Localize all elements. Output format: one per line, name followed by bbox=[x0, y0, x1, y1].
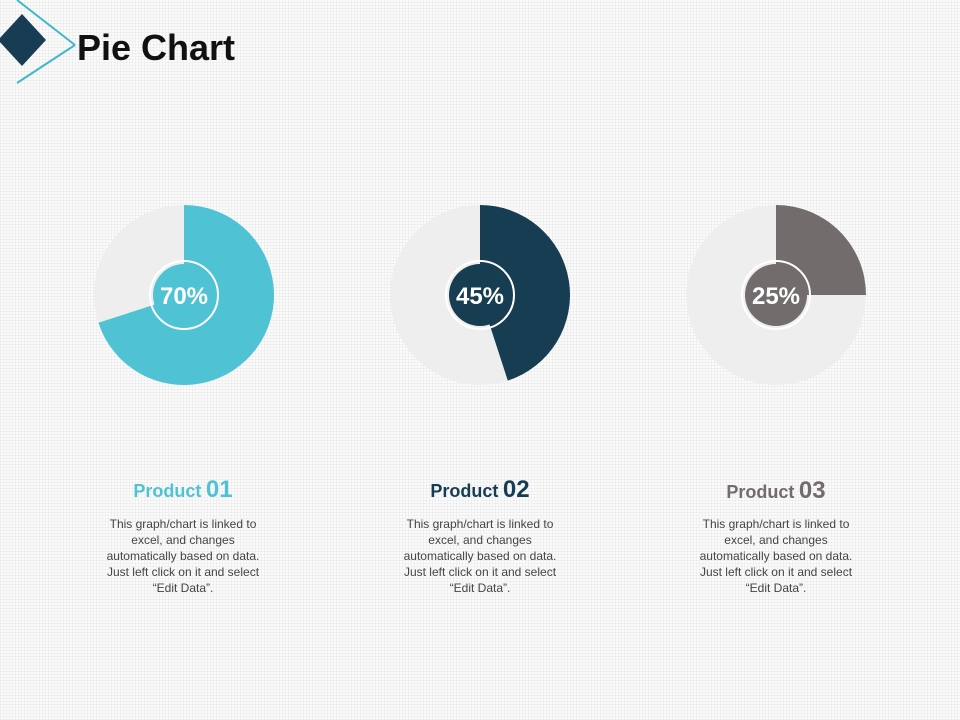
product-3-description: This graph/chart is linked to excel, and… bbox=[699, 517, 853, 595]
product-2-name: Product 02 bbox=[380, 476, 580, 504]
product-2-number: 02 bbox=[502, 476, 530, 503]
pie-3-center-ring bbox=[741, 260, 811, 330]
pie-3-value-slice bbox=[776, 205, 866, 295]
pie-2-center-ring bbox=[445, 260, 515, 330]
pie-2-value-slice bbox=[480, 205, 570, 381]
corner-diamond-icon bbox=[0, 0, 76, 84]
pie-2-percent-label: 45% bbox=[456, 283, 504, 310]
page-title: Pie Chart bbox=[77, 27, 236, 68]
product-1-name: Product 01 bbox=[83, 476, 283, 504]
pie-1-center-ring bbox=[149, 260, 219, 330]
pie-3-percent-label: 25% bbox=[752, 283, 800, 310]
product-3-number: 03 bbox=[798, 477, 826, 504]
product-3-prefix: Product bbox=[726, 482, 795, 502]
product-1-description: This graph/chart is linked to excel, and… bbox=[106, 517, 260, 595]
product-3-name: Product 03 bbox=[676, 477, 876, 505]
product-1-prefix: Product bbox=[133, 481, 202, 501]
pie-1-percent-label: 70% bbox=[160, 283, 208, 310]
pie-3-center-disc bbox=[745, 264, 807, 326]
pie-1-center-disc bbox=[153, 264, 215, 326]
product-2-description: This graph/chart is linked to excel, and… bbox=[403, 517, 557, 595]
pie-2-center-disc bbox=[449, 264, 511, 326]
product-1-number: 01 bbox=[205, 476, 233, 503]
product-2-prefix: Product bbox=[430, 481, 499, 501]
